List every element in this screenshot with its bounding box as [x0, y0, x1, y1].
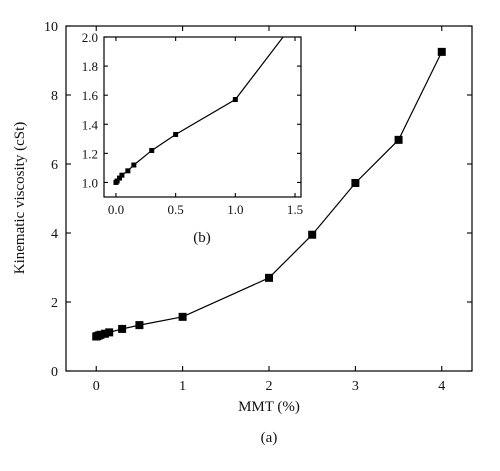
y-tick-label: 2 [51, 296, 58, 311]
main-series [92, 47, 446, 341]
y-tick-label: 1.4 [82, 117, 99, 132]
data-point-marker [232, 97, 238, 103]
y-tick-label: 0 [51, 365, 58, 380]
x-tick-label: 1 [179, 379, 186, 394]
main-y-axis-title: Kinematic viscosity (cSt) [12, 122, 28, 274]
y-tick-label: 1.8 [82, 59, 98, 74]
inset-ticks: 0.0 0.5 1.0 1.5 1.0 1.2 1.4 1.6 1.8 2.0 [82, 30, 303, 217]
data-point-marker [114, 178, 120, 184]
inset-panel-caption: (b) [193, 230, 211, 246]
data-point-marker [351, 178, 360, 187]
data-point-marker [105, 328, 114, 337]
y-tick-label: 2.0 [82, 30, 98, 45]
data-point-marker [437, 47, 446, 56]
x-tick-label: 0.5 [168, 202, 184, 217]
y-tick-label: 8 [51, 89, 58, 104]
y-tick-label: 10 [44, 20, 58, 35]
main-ticks: 0 1 2 3 4 0 2 4 6 8 10 [44, 20, 472, 394]
series-line [115, 37, 284, 183]
data-point-marker [173, 131, 179, 137]
main-x-axis-title: MMT (%) [238, 399, 300, 415]
data-point-marker [96, 330, 105, 339]
x-tick-label: 4 [438, 379, 445, 394]
data-point-marker [308, 230, 317, 239]
data-point-marker [117, 175, 123, 181]
main-panel-caption: (a) [261, 430, 278, 446]
main-plot-frame [65, 25, 473, 372]
inset-series [113, 37, 284, 185]
data-point-marker [265, 273, 273, 282]
x-tick-label: 3 [352, 379, 359, 394]
data-point-marker [149, 147, 155, 153]
data-point-marker [178, 312, 187, 321]
y-tick-label: 6 [51, 158, 58, 173]
data-point-marker [100, 329, 109, 338]
data-point-marker [125, 168, 131, 174]
series-line [96, 51, 443, 338]
data-point-marker [119, 172, 125, 178]
y-tick-label: 1.0 [82, 175, 98, 190]
x-tick-label: 0 [93, 379, 100, 394]
inset-plot-frame [103, 36, 302, 198]
data-point-marker [118, 324, 127, 333]
y-tick-label: 1.6 [82, 88, 99, 103]
data-point-marker [394, 135, 403, 144]
data-point-marker [135, 321, 144, 330]
x-tick-label: 1.5 [287, 202, 303, 217]
x-tick-label: 1.0 [227, 202, 243, 217]
x-tick-label: 0.0 [108, 202, 124, 217]
data-point-marker [131, 162, 137, 168]
x-tick-label: 2 [266, 379, 273, 394]
y-tick-label: 1.2 [82, 146, 98, 161]
y-tick-label: 4 [51, 227, 58, 242]
